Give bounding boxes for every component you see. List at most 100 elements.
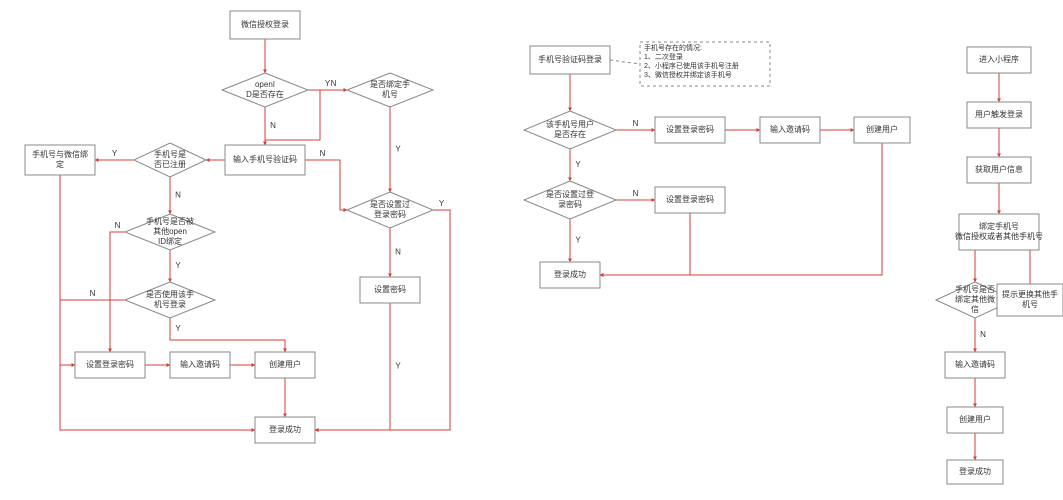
node-label: 创建用户: [269, 359, 301, 369]
node-label: 机号: [382, 89, 398, 99]
flow-node-c_create: 创建用户: [947, 407, 1003, 433]
flow-node-b_success: 登录成功: [540, 262, 600, 288]
node-label: 创建用户: [959, 414, 991, 424]
node-label: D是否存在: [246, 89, 284, 99]
flow-node-a_usethis: 是否使用该手机号登录: [125, 282, 215, 318]
note-line: 手机号存在的情况:: [644, 43, 702, 52]
note-line: 1、二次登录: [644, 52, 683, 61]
flow-node-a_hadpwd: 是否设置过登录密码: [347, 192, 433, 228]
edge-label: N: [331, 79, 337, 88]
node-label: 用户触发登录: [975, 109, 1023, 119]
flow-node-c_bind: 绑定手机号微信授权或者其他手机号: [955, 214, 1043, 250]
node-label: 绑定其他微: [955, 294, 995, 304]
flow-node-a_start: 微信授权登录: [230, 11, 300, 39]
flow-node-a_create: 创建用户: [255, 352, 315, 378]
edge-label: Y: [175, 324, 181, 333]
edge-label: Y: [175, 261, 181, 270]
node-label: 设置密码: [374, 284, 406, 294]
node-label: 录密码: [558, 199, 582, 209]
node-label: 获取用户信息: [975, 164, 1023, 174]
flow-edge: [110, 232, 125, 352]
flow-edge: [315, 210, 450, 430]
node-label: 定: [56, 159, 64, 169]
note-line: 2、小程序已使用该手机号注册: [644, 61, 739, 70]
edge-label: Y: [575, 160, 581, 169]
flow-edge: [315, 303, 390, 430]
edge-label: Y: [575, 236, 581, 245]
flow-edge: [600, 143, 882, 275]
node-label: 绑定手机号: [979, 221, 1019, 231]
node-label: 输入手机号验证码: [233, 154, 297, 164]
edge-label: N: [90, 289, 96, 298]
flow-node-a_invite: 输入邀请码: [170, 352, 230, 378]
edge-label: N: [175, 191, 181, 200]
node-label: 输入邀请码: [770, 124, 810, 134]
flow-node-a_input: 输入手机号验证码: [225, 145, 305, 175]
node-label: 是否存在: [554, 129, 586, 139]
nodes-layer: 微信授权登录openID是否存在是否绑定手机号输入手机号验证码手机号是否已注册手…: [25, 11, 1063, 484]
node-label: 登录成功: [959, 466, 991, 476]
flow-node-b_setpwd1: 设置登录密码: [655, 117, 725, 143]
node-label: ID绑定: [158, 236, 182, 246]
flow-node-b_setpwd2: 设置登录密码: [655, 187, 725, 213]
flow-edge: [975, 250, 999, 282]
node-label: 输入邀请码: [955, 359, 995, 369]
flow-node-c_getinfo: 获取用户信息: [967, 157, 1031, 183]
flow-node-a_setpwd: 设置密码: [360, 277, 420, 303]
node-label: 提示更换其他手: [1002, 289, 1058, 299]
edges-layer: YNYNNYNYNNYNYYNYNYYN: [60, 39, 1039, 460]
node-label: 输入邀请码: [180, 359, 220, 369]
flow-node-b_create: 创建用户: [854, 117, 910, 143]
node-label: 设置登录密码: [666, 194, 714, 204]
node-label: 否已注册: [154, 159, 186, 169]
edge-label: Y: [112, 149, 118, 158]
flow-node-b_hadpwd: 是否设置过登录密码: [524, 181, 616, 219]
edge-label: N: [633, 189, 639, 198]
flowchart-canvas: YNYNNYNYNNYNYYNYNYYN微信授权登录openID是否存在是否绑定…: [0, 0, 1063, 500]
node-label: 登录成功: [269, 424, 301, 434]
node-label: 是否绑定手: [370, 79, 410, 89]
edge-label: Y: [439, 199, 445, 208]
flow-node-a_success: 登录成功: [255, 417, 315, 443]
node-label: 该手机号用户: [546, 119, 594, 129]
edge-label: Y: [395, 362, 401, 371]
node-label: 信: [971, 304, 979, 314]
edge-label: N: [270, 121, 276, 130]
flow-node-c_success: 登录成功: [947, 460, 1003, 484]
node-label: 手机号是否: [955, 284, 995, 294]
node-label: 是否设置过: [370, 199, 410, 209]
node-label: 是否设置过登: [546, 189, 594, 199]
node-label: 手机号与微信绑: [32, 149, 88, 159]
flow-node-b_start: 手机号验证码登录: [530, 46, 610, 74]
flow-node-c_invite: 输入邀请码: [945, 352, 1005, 378]
note-callout: 手机号存在的情况:1、二次登录2、小程序已使用该手机号注册3、微信授权并绑定该手…: [610, 42, 770, 86]
flow-edge: [305, 160, 347, 210]
node-label: 创建用户: [866, 124, 898, 134]
edge-label: N: [980, 330, 986, 339]
node-label: 是否使用该手: [146, 289, 194, 299]
node-label: 微信授权或者其他手机号: [955, 231, 1043, 241]
node-label: openI: [255, 80, 275, 89]
note-line: 3、微信授权并绑定该手机号: [644, 70, 732, 79]
node-label: 微信授权登录: [241, 19, 289, 29]
node-label: 进入小程序: [979, 54, 1019, 64]
flow-node-a_other: 手机号是否被其他openID绑定: [125, 214, 215, 250]
flow-edge: [170, 318, 285, 352]
edge-label: N: [320, 149, 326, 158]
flow-node-a_bindph: 是否绑定手机号: [347, 73, 433, 107]
flow-node-c_enter: 进入小程序: [967, 47, 1031, 73]
flow-node-a_reg: 手机号是否已注册: [134, 143, 206, 177]
node-label: 登录密码: [374, 209, 406, 219]
node-label: 设置登录密码: [666, 124, 714, 134]
node-label: 机号: [1022, 299, 1038, 309]
edge-label: N: [395, 248, 401, 257]
edge-label: Y: [395, 145, 401, 154]
node-label: 手机号是否被: [146, 216, 194, 226]
edge-label: N: [115, 221, 121, 230]
node-label: 设置登录密码: [86, 359, 134, 369]
flow-node-b_invite: 输入邀请码: [760, 117, 820, 143]
flow-node-b_exist: 该手机号用户是否存在: [524, 111, 616, 149]
flow-node-a_setpwd2: 设置登录密码: [75, 352, 145, 378]
node-label: 手机号验证码登录: [538, 54, 602, 64]
flow-edge: [600, 213, 690, 275]
